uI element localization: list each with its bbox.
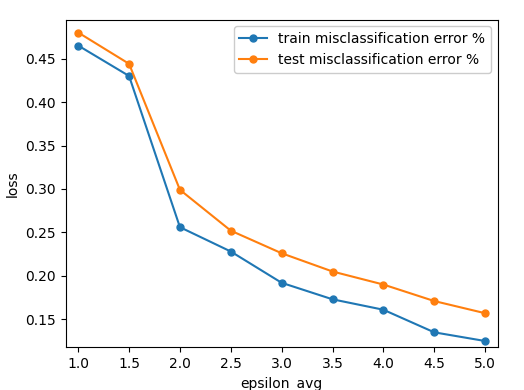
test misclassification error % xyxy=(482,311,488,316)
test misclassification error % xyxy=(380,282,387,287)
test misclassification error % xyxy=(279,251,285,255)
train misclassification error % xyxy=(330,297,336,301)
test misclassification error % xyxy=(330,269,336,274)
train misclassification error % xyxy=(482,339,488,343)
test misclassification error % xyxy=(227,228,234,233)
train misclassification error % xyxy=(227,249,234,254)
train misclassification error % xyxy=(431,330,438,335)
train misclassification error % xyxy=(380,307,387,312)
Y-axis label: loss: loss xyxy=(5,170,19,197)
test misclassification error % xyxy=(431,299,438,303)
train misclassification error % xyxy=(177,225,183,230)
X-axis label: epsilon_avg: epsilon_avg xyxy=(241,376,323,390)
test misclassification error % xyxy=(177,188,183,192)
test misclassification error % xyxy=(75,30,81,35)
Legend: train misclassification error %, test misclassification error %: train misclassification error %, test mi… xyxy=(234,27,491,73)
train misclassification error % xyxy=(126,74,132,78)
train misclassification error % xyxy=(279,280,285,285)
test misclassification error % xyxy=(126,62,132,66)
train misclassification error % xyxy=(75,43,81,48)
Line: train misclassification error %: train misclassification error % xyxy=(75,42,488,344)
Line: test misclassification error %: test misclassification error % xyxy=(75,29,488,317)
